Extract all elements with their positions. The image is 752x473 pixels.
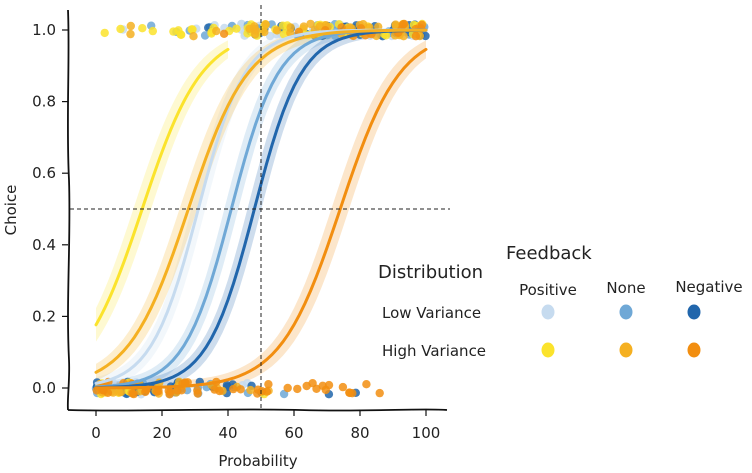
choice-point bbox=[286, 23, 295, 32]
x-tick-label: 20 bbox=[152, 424, 171, 442]
choice-point bbox=[345, 388, 354, 398]
legend-swatch bbox=[687, 304, 701, 320]
legend-column-none: None bbox=[606, 279, 645, 297]
choice-point bbox=[219, 29, 229, 38]
choice-point bbox=[232, 24, 241, 33]
choice-point bbox=[129, 389, 138, 399]
legend-swatch bbox=[619, 342, 633, 358]
confidence-band bbox=[96, 40, 228, 342]
choice-point bbox=[391, 20, 400, 29]
choice-point bbox=[261, 20, 270, 29]
legend-swatch bbox=[541, 342, 555, 358]
choice-point bbox=[308, 379, 317, 388]
choice-point bbox=[100, 28, 109, 38]
choice-point bbox=[236, 385, 245, 394]
choice-point bbox=[338, 382, 348, 392]
legend-row-title: Distribution bbox=[378, 262, 483, 283]
choice-point bbox=[250, 22, 259, 31]
choice-point bbox=[246, 385, 255, 395]
choice-point bbox=[278, 21, 288, 30]
legend-swatch bbox=[619, 304, 633, 320]
choice-point bbox=[321, 385, 330, 395]
choice-point bbox=[152, 387, 162, 396]
y-tick-label: 1.0 bbox=[32, 21, 56, 39]
x-tick-label: 0 bbox=[91, 424, 101, 442]
legend-column-negative: Negative bbox=[675, 278, 742, 296]
choice-point bbox=[272, 26, 282, 35]
choice-point bbox=[116, 24, 125, 34]
legend-column-positive: Positive bbox=[519, 281, 577, 299]
legend-swatch bbox=[687, 342, 701, 358]
choice-point bbox=[381, 31, 391, 40]
choice-point bbox=[200, 31, 210, 40]
choice-point bbox=[177, 30, 186, 39]
choice-point bbox=[229, 384, 238, 394]
x-tick-label: 40 bbox=[218, 424, 237, 442]
confidence-band bbox=[96, 30, 426, 388]
choice-point bbox=[138, 24, 147, 33]
choice-point bbox=[126, 29, 135, 39]
legend-row-low-variance: Low Variance bbox=[382, 304, 481, 322]
y-axis-line bbox=[66, 9, 71, 411]
confidence-band bbox=[96, 40, 426, 389]
choice-point bbox=[193, 389, 202, 398]
legend-swatches bbox=[541, 304, 701, 358]
choice-point bbox=[215, 386, 224, 396]
choice-point bbox=[411, 32, 421, 41]
choice-point bbox=[166, 387, 175, 397]
choice-point bbox=[260, 27, 269, 37]
fit-curve bbox=[94, 47, 230, 327]
choice-point bbox=[187, 25, 196, 34]
legend-swatch bbox=[541, 304, 555, 320]
choice-point bbox=[212, 26, 221, 36]
choice-point bbox=[148, 26, 157, 36]
y-tick-label: 0.8 bbox=[32, 93, 56, 111]
choice-point bbox=[299, 22, 308, 31]
choice-point bbox=[375, 388, 384, 398]
choice-point bbox=[279, 30, 289, 39]
choice-point bbox=[417, 20, 427, 29]
confidence-band bbox=[96, 30, 426, 388]
x-tick-label: 60 bbox=[284, 424, 303, 442]
choice-point bbox=[264, 380, 273, 389]
y-tick-label: 0.4 bbox=[32, 236, 56, 254]
x-axis-line bbox=[67, 408, 448, 412]
choice-point bbox=[126, 21, 135, 31]
choice-point bbox=[293, 384, 302, 394]
choice-point bbox=[189, 32, 198, 41]
choice-point bbox=[283, 383, 292, 393]
y-axis-label: Choice bbox=[2, 185, 20, 236]
x-tick-label: 80 bbox=[350, 424, 369, 442]
legend-title: Feedback bbox=[506, 243, 592, 264]
x-ticks: 0 20 40 60 80 100 bbox=[91, 410, 440, 442]
y-tick-label: 0.0 bbox=[32, 379, 56, 397]
y-tick-label: 0.2 bbox=[32, 307, 56, 325]
x-tick-label: 100 bbox=[412, 424, 441, 442]
x-axis-label: Probability bbox=[218, 452, 297, 470]
choice-point bbox=[173, 386, 182, 395]
choice-point bbox=[253, 385, 263, 394]
choice-point bbox=[362, 380, 371, 389]
fit-curve bbox=[94, 28, 428, 374]
legend: Feedback Distribution Positive None Nega… bbox=[378, 243, 743, 360]
choice-point bbox=[306, 19, 315, 29]
y-ticks: 0.0 0.2 0.4 0.6 0.8 1.0 bbox=[32, 21, 68, 397]
fit-curve bbox=[94, 28, 428, 390]
choice-point bbox=[398, 20, 407, 29]
y-tick-label: 0.6 bbox=[32, 164, 56, 182]
legend-row-high-variance: High Variance bbox=[382, 342, 486, 360]
choice-point bbox=[117, 387, 126, 397]
